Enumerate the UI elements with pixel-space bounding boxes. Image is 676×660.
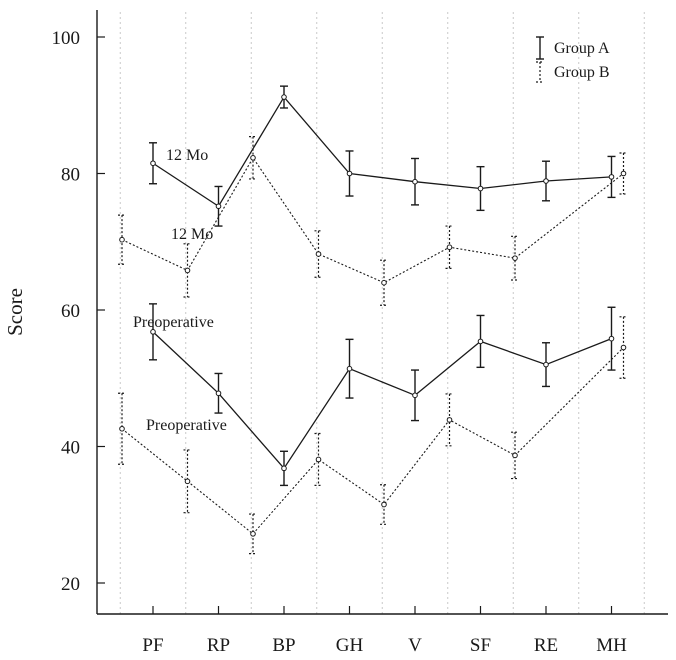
data-point	[608, 174, 615, 180]
data-point	[620, 344, 627, 351]
annotation-preoperative-group-b: Preoperative	[146, 417, 227, 434]
y-tick-label: 80	[61, 165, 80, 186]
y-axis-title: Score	[3, 288, 27, 336]
data-point	[315, 456, 322, 463]
data-point	[250, 531, 256, 537]
data-point	[381, 279, 387, 286]
data-point	[215, 390, 222, 397]
gridlines	[119, 12, 645, 614]
data-point	[281, 465, 287, 472]
data-point	[446, 244, 453, 251]
annotation-preoperative-group-a: Preoperative	[133, 314, 214, 331]
data-point	[512, 452, 518, 459]
x-ticks: PF RP BP GH V SF RE MH	[142, 606, 627, 656]
legend-label-group-a: Group A	[554, 40, 610, 57]
annotation-12mo-group-b: 12 Mo	[171, 226, 213, 243]
y-tick-label: 20	[61, 574, 80, 595]
data-point	[620, 170, 627, 177]
series-line	[152, 95, 612, 208]
series-group-a-12-mo	[149, 85, 616, 227]
x-tick-label: SF	[470, 635, 491, 656]
data-point	[184, 478, 191, 485]
x-tick-label: RE	[534, 635, 558, 656]
legend-item-group-a: Group A	[536, 36, 610, 60]
series-line	[152, 331, 612, 470]
annotation-12mo-group-a: 12 Mo	[166, 147, 208, 164]
data-point	[346, 170, 353, 177]
data-point	[346, 365, 353, 372]
data-point	[215, 203, 222, 210]
data-point	[446, 417, 453, 423]
series	[118, 85, 628, 555]
y-tick-label: 40	[61, 438, 80, 459]
legend-item-group-b: Group B	[536, 61, 610, 83]
series-group-b-12-mo	[118, 136, 628, 306]
legend: Group A Group B	[536, 36, 610, 83]
data-point	[477, 185, 484, 192]
data-point	[281, 94, 287, 100]
data-point	[119, 236, 125, 243]
x-tick-label: BP	[272, 635, 295, 656]
data-point	[150, 329, 156, 335]
data-point	[608, 335, 615, 342]
data-point	[512, 255, 518, 261]
data-point	[119, 425, 125, 432]
legend-label-group-b: Group B	[554, 64, 610, 81]
y-ticks: 20 40 60 80 100	[52, 28, 105, 595]
series-line	[121, 156, 624, 284]
data-point	[184, 267, 191, 274]
x-tick-label: V	[408, 635, 422, 656]
data-point	[381, 501, 387, 508]
data-point	[250, 155, 256, 161]
series-line	[121, 347, 624, 535]
series-group-b-preoperative	[118, 316, 628, 555]
data-point	[412, 178, 418, 185]
x-tick-label: PF	[142, 635, 163, 656]
data-point	[477, 338, 484, 345]
x-tick-label: RP	[207, 635, 230, 656]
y-tick-label: 60	[61, 301, 80, 322]
data-point	[543, 361, 549, 368]
x-tick-label: MH	[596, 635, 627, 656]
x-tick-label: GH	[336, 635, 364, 656]
axes	[96, 10, 668, 615]
series-group-a-preoperative	[149, 303, 616, 487]
data-point	[543, 178, 549, 184]
y-tick-label: 100	[52, 28, 81, 49]
data-point	[412, 392, 418, 399]
data-point	[315, 251, 322, 257]
data-point	[150, 160, 156, 167]
annotations: 12 Mo 12 Mo Preoperative Preoperative	[133, 147, 227, 434]
